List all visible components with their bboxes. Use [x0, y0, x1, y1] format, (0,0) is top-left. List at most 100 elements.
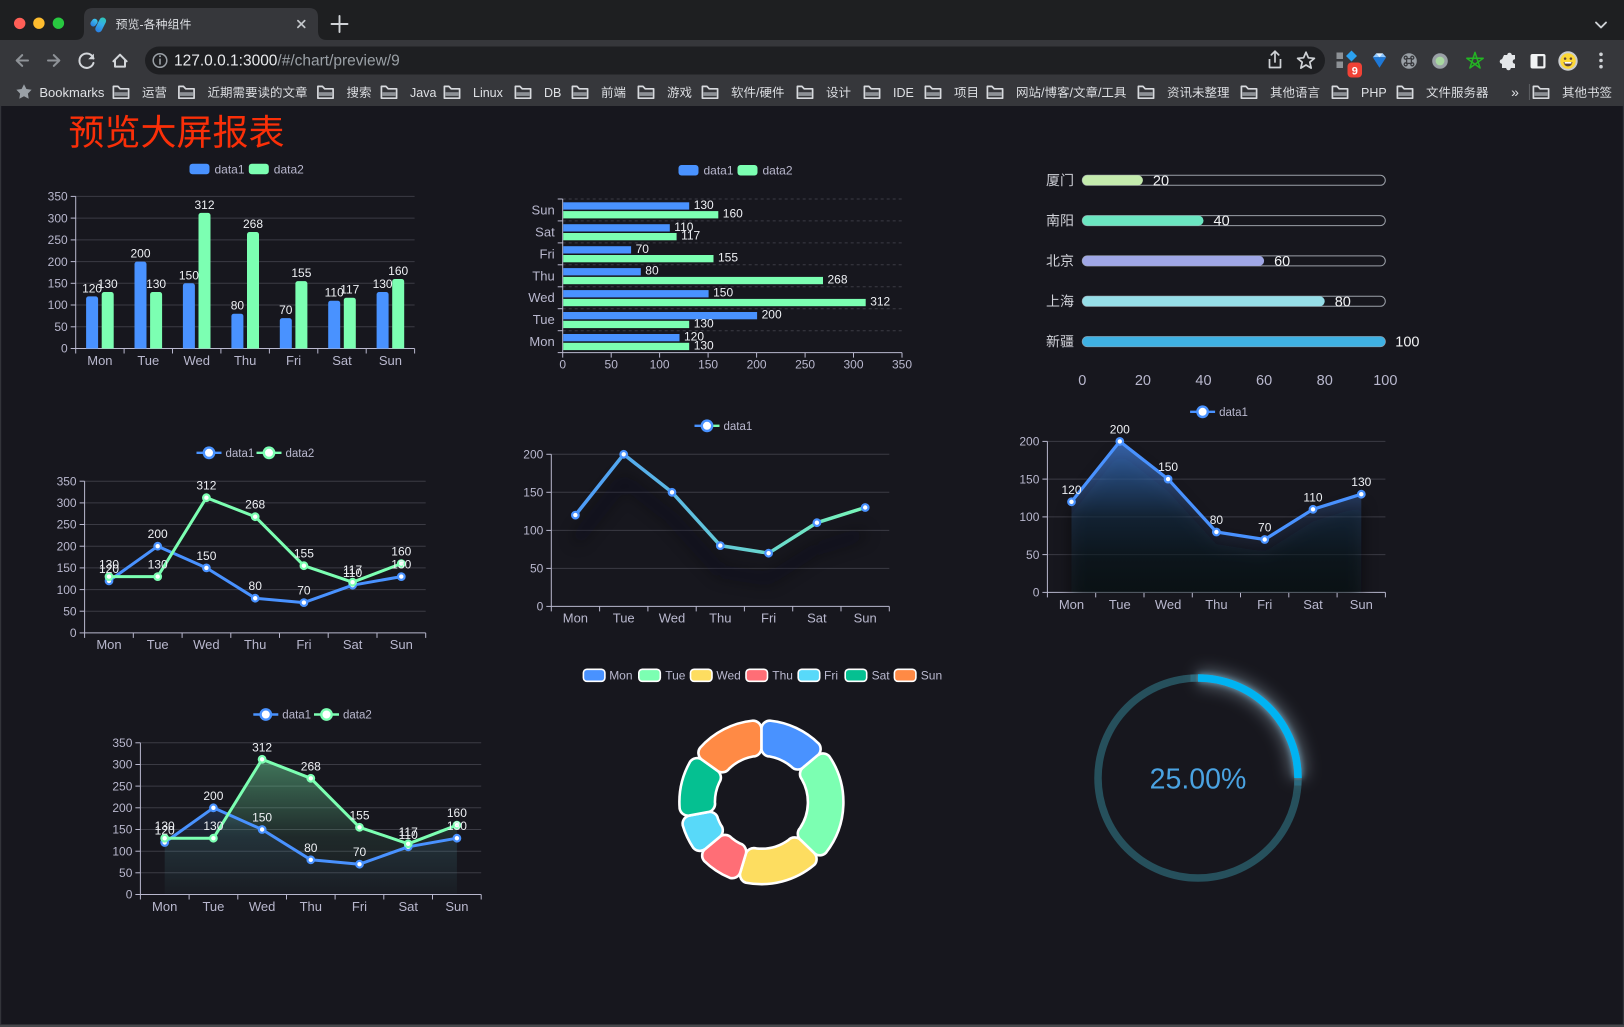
svg-text:data2: data2: [286, 448, 315, 460]
svg-text:100: 100: [57, 583, 77, 597]
svg-text:20: 20: [1153, 173, 1169, 189]
svg-text:200: 200: [112, 801, 132, 815]
svg-text:110: 110: [1303, 490, 1322, 504]
svg-text:data1: data1: [215, 162, 245, 176]
svg-text:110: 110: [325, 286, 344, 300]
svg-text:Fri: Fri: [761, 611, 776, 626]
svg-text:250: 250: [112, 779, 132, 793]
svg-text:350: 350: [48, 190, 68, 204]
svg-text:40: 40: [1214, 214, 1230, 230]
svg-text:0: 0: [126, 888, 133, 902]
svg-text:150: 150: [1158, 460, 1178, 474]
svg-text:150: 150: [196, 549, 216, 563]
svg-text:/: /: [1098, 86, 1102, 100]
svg-text:Tue: Tue: [665, 669, 686, 683]
svg-text:Thu: Thu: [244, 637, 266, 652]
svg-text:127.0.0.1:3000: 127.0.0.1:3000: [174, 53, 278, 70]
svg-text:50: 50: [54, 320, 68, 334]
svg-text:150: 150: [48, 277, 68, 291]
svg-text:200: 200: [130, 247, 150, 261]
svg-text:130: 130: [146, 277, 166, 291]
svg-text:150: 150: [523, 486, 543, 500]
svg-text:120: 120: [1061, 483, 1081, 497]
svg-text:300: 300: [112, 758, 132, 772]
svg-text:Fri: Fri: [296, 637, 311, 652]
svg-text:Fri: Fri: [1257, 597, 1272, 612]
svg-text:130: 130: [447, 819, 467, 833]
svg-text:Sat: Sat: [398, 899, 418, 914]
svg-text:Mon: Mon: [529, 334, 554, 349]
svg-text:Sat: Sat: [872, 669, 891, 683]
svg-text:Mon: Mon: [152, 899, 177, 914]
svg-text:IDE: IDE: [893, 86, 914, 100]
svg-text:117: 117: [343, 563, 362, 577]
svg-text:0: 0: [70, 626, 77, 640]
svg-text:130: 130: [203, 819, 223, 833]
svg-text:160: 160: [391, 545, 411, 559]
svg-text:160: 160: [447, 806, 467, 820]
svg-text:Tue: Tue: [1109, 597, 1131, 612]
svg-text:Linux: Linux: [473, 86, 504, 100]
svg-text:100: 100: [650, 358, 670, 372]
svg-text:200: 200: [1110, 422, 1130, 436]
svg-text:80: 80: [645, 264, 659, 278]
svg-text:Mon: Mon: [609, 669, 632, 683]
svg-text:data1: data1: [704, 164, 734, 178]
svg-text:»: »: [1511, 84, 1519, 100]
svg-text:120: 120: [684, 330, 704, 344]
svg-text:Fri: Fri: [352, 899, 367, 914]
svg-text:70: 70: [353, 845, 367, 859]
svg-text:300: 300: [57, 496, 77, 510]
svg-text:268: 268: [301, 759, 321, 773]
svg-text:130: 130: [155, 819, 175, 833]
svg-text:100: 100: [112, 844, 132, 858]
svg-text:Sun: Sun: [390, 637, 413, 652]
svg-text:200: 200: [48, 255, 68, 269]
svg-text:200: 200: [203, 789, 223, 803]
svg-text:160: 160: [723, 207, 743, 221]
svg-text:80: 80: [1317, 373, 1333, 389]
svg-text:Tue: Tue: [137, 353, 159, 368]
svg-text:Wed: Wed: [659, 611, 686, 626]
svg-text:250: 250: [795, 358, 815, 372]
svg-text:50: 50: [605, 358, 619, 372]
svg-text:117: 117: [340, 283, 359, 297]
svg-text:80: 80: [1210, 513, 1224, 527]
svg-text:Sun: Sun: [854, 611, 877, 626]
svg-text:Tue: Tue: [202, 899, 224, 914]
svg-text:200: 200: [523, 448, 543, 462]
svg-text:Sat: Sat: [807, 611, 827, 626]
svg-text:0: 0: [1033, 586, 1040, 600]
svg-text:50: 50: [1026, 548, 1040, 562]
svg-text:130: 130: [391, 558, 411, 572]
svg-text:150: 150: [57, 561, 77, 575]
svg-text:130: 130: [694, 338, 714, 352]
svg-text:Sat: Sat: [332, 353, 352, 368]
svg-text:70: 70: [297, 584, 311, 598]
svg-text:268: 268: [828, 273, 848, 287]
svg-text:data1: data1: [1219, 407, 1248, 419]
svg-text:150: 150: [112, 823, 132, 837]
svg-text:Fri: Fri: [824, 669, 838, 683]
svg-text:250: 250: [57, 518, 77, 532]
svg-text:110: 110: [343, 566, 362, 580]
svg-text:100: 100: [1395, 335, 1419, 351]
svg-text:120: 120: [82, 281, 102, 295]
svg-text:60: 60: [1274, 254, 1290, 270]
svg-text:70: 70: [1258, 521, 1272, 535]
svg-text:/: /: [1070, 86, 1074, 100]
svg-text:50: 50: [119, 866, 133, 880]
svg-text:Tue: Tue: [147, 637, 169, 652]
svg-text:350: 350: [892, 358, 912, 372]
svg-text:130: 130: [373, 277, 393, 291]
svg-text:200: 200: [1019, 435, 1039, 449]
svg-text:Thu: Thu: [300, 899, 322, 914]
svg-text:20: 20: [1135, 373, 1151, 389]
svg-text:Java: Java: [410, 86, 436, 100]
svg-text:110: 110: [399, 828, 418, 842]
svg-text:Sun: Sun: [445, 899, 468, 914]
svg-text:300: 300: [48, 211, 68, 225]
svg-text:Sun: Sun: [921, 669, 942, 683]
svg-text:150: 150: [1019, 472, 1039, 486]
svg-text:0: 0: [537, 600, 544, 614]
